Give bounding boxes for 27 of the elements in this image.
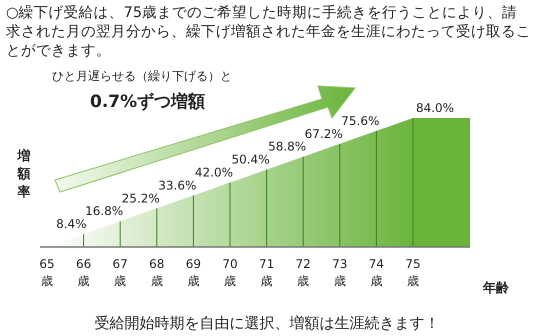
x-axis-title: 年齢	[482, 281, 510, 296]
x-tick-label: 74歳	[368, 257, 384, 288]
x-tick-label: 70歳	[222, 257, 238, 288]
data-label: 58.8%	[268, 140, 306, 154]
text: 0.7%ずつ増額	[90, 91, 206, 112]
data-label: 84.0%	[416, 101, 454, 115]
x-tick-label: 71歳	[258, 257, 274, 288]
x-tick-label: 69歳	[186, 257, 202, 288]
y-axis-title: 増額率	[16, 148, 30, 200]
data-label: 75.6%	[341, 114, 380, 128]
data-label: 42.0%	[194, 166, 233, 180]
x-tick-label: 67歳	[112, 257, 128, 288]
data-label: 67.2%	[304, 126, 343, 141]
data-label: 16.8%	[85, 204, 124, 218]
x-tick-label: 72歳	[296, 257, 311, 288]
data-label: 8.4%	[56, 217, 87, 232]
x-tick-label: 68歳	[149, 257, 164, 288]
x-tick-label: 73歳	[332, 257, 348, 288]
x-tick-label: 66歳	[76, 257, 92, 288]
data-label: 50.4%	[231, 152, 270, 167]
x-tick-label: 75歳	[405, 257, 421, 288]
text: 受給開始時期を自由に選択、増額は生涯続きます！	[94, 314, 440, 332]
data-label: 25.2%	[122, 191, 160, 206]
chart-title: ○繰下げ受給は、75歳までのご希望した時期に手続きを行うことにより、請求された月の翌月分から、繰下げ増額された年金を生涯にわたって受け取ることができます。	[6, 4, 531, 61]
text: ひと月遅らせる（繰り下げる）と	[52, 69, 232, 83]
x-tick-label: 65歳	[39, 257, 55, 288]
data-label: 33.6%	[158, 178, 196, 192]
